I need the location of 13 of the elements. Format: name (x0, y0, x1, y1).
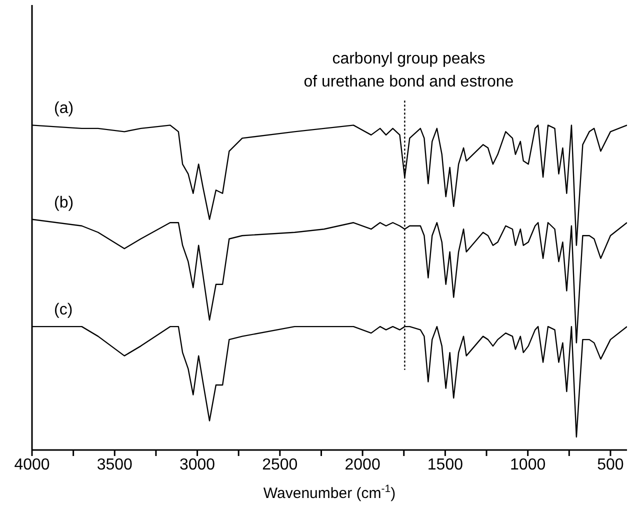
x-tick-label: 4000 (14, 456, 50, 474)
x-tick-label: 3000 (179, 456, 216, 474)
x-tick-label: 1500 (427, 456, 464, 474)
series-label: (a) (54, 100, 74, 118)
series-label: (c) (54, 302, 73, 319)
ref-line-label: carbonyl group peaks of urethane bond and estrone (304, 50, 514, 91)
x-tick-label: 1000 (510, 456, 546, 474)
x-axis-title: Wavenumber (cm$^{-1}$) (263, 483, 396, 502)
x-tick-label: 2500 (262, 456, 298, 474)
series-label: (b) (54, 194, 74, 212)
x-tick-label: 2000 (344, 456, 380, 474)
x-tick-label: 500 (597, 456, 624, 474)
x-tick-label: 3500 (96, 456, 133, 474)
